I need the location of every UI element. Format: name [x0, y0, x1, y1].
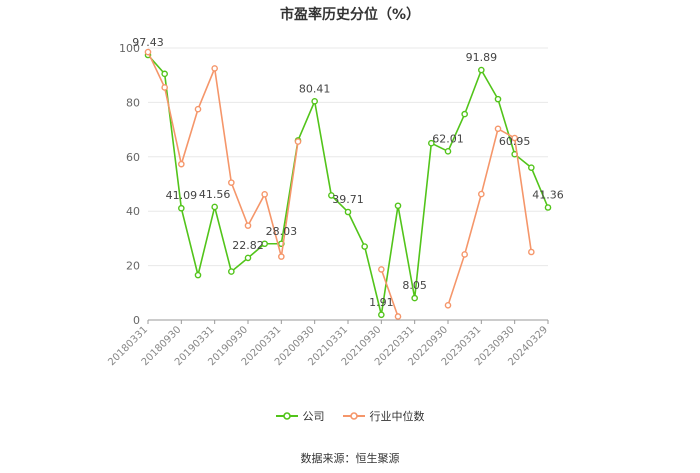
data-point [178, 204, 185, 212]
data-point [494, 125, 502, 133]
data-point [394, 313, 402, 320]
source-note: 数据来源：恒生聚源 [300, 452, 400, 465]
line-chart: 0204060801002018033120180930201903312019… [106, 36, 564, 368]
data-label: 80.41 [299, 82, 331, 95]
chart-title: 市盈率历史分位（%） [279, 7, 421, 23]
data-label: 91.89 [466, 51, 498, 64]
data-point [544, 204, 552, 211]
legend-label: 公司 [302, 410, 325, 423]
legend-marker [342, 412, 365, 420]
data-point [378, 311, 385, 319]
legend-label: 行业中位数 [369, 410, 425, 423]
legend: 公司 行业中位数 [0, 408, 700, 424]
data-point [211, 65, 218, 72]
data-point [194, 271, 202, 279]
y-tick-label: 100 [119, 42, 140, 55]
data-point [494, 95, 502, 103]
data-point [328, 192, 335, 199]
series-line-industry [380, 269, 399, 317]
data-point [228, 179, 235, 186]
data-point [528, 164, 535, 171]
data-label: 62.01 [432, 132, 464, 145]
data-point [261, 191, 268, 198]
y-tick-label: 40 [126, 205, 140, 218]
grid-lines [148, 47, 548, 321]
data-label: 60.95 [499, 135, 531, 148]
series-lines [144, 48, 552, 320]
data-label: 41.36 [532, 189, 564, 202]
data-point [528, 248, 535, 256]
data-point [461, 110, 468, 118]
data-point [478, 66, 485, 74]
data-label: 39.71 [332, 193, 364, 206]
legend-marker [275, 412, 298, 420]
data-point [411, 294, 418, 302]
data-point [244, 254, 252, 262]
data-point [211, 203, 218, 211]
data-point [144, 48, 152, 56]
data-point [344, 208, 352, 216]
series-line-industry [147, 51, 299, 257]
data-point [294, 138, 302, 145]
y-tick-label: 0 [133, 314, 140, 327]
data-point [161, 70, 168, 78]
data-point [261, 240, 268, 248]
data-point [461, 251, 468, 258]
y-tick-label: 20 [126, 260, 140, 273]
series-line-industry [447, 127, 533, 306]
data-label: 97.43 [132, 36, 164, 49]
data-point [161, 84, 168, 91]
data-point [244, 222, 252, 229]
data-label: 41.56 [199, 188, 231, 201]
data-point [478, 190, 485, 198]
data-point [228, 268, 235, 275]
data-label: 41.09 [166, 189, 198, 202]
series-line-company [147, 54, 549, 315]
data-label: 8.05 [402, 279, 427, 292]
data-point [444, 148, 452, 155]
legend-item-industry[interactable]: 行业中位数 [342, 408, 425, 424]
data-point [361, 243, 368, 250]
y-tick-label: 80 [126, 96, 140, 109]
data-point [311, 97, 318, 105]
y-tick-label: 60 [126, 151, 140, 164]
data-label: 22.82 [232, 239, 264, 252]
legend-item-company[interactable]: 公司 [275, 408, 325, 424]
data-point [444, 302, 452, 309]
data-point [178, 160, 185, 168]
data-point [278, 253, 285, 260]
data-label: 1.91 [369, 296, 394, 309]
data-label: 28.03 [266, 225, 298, 238]
data-point [378, 266, 385, 273]
data-point [511, 134, 518, 142]
data-point [394, 202, 402, 210]
data-point [428, 139, 435, 147]
data-point [194, 105, 202, 113]
